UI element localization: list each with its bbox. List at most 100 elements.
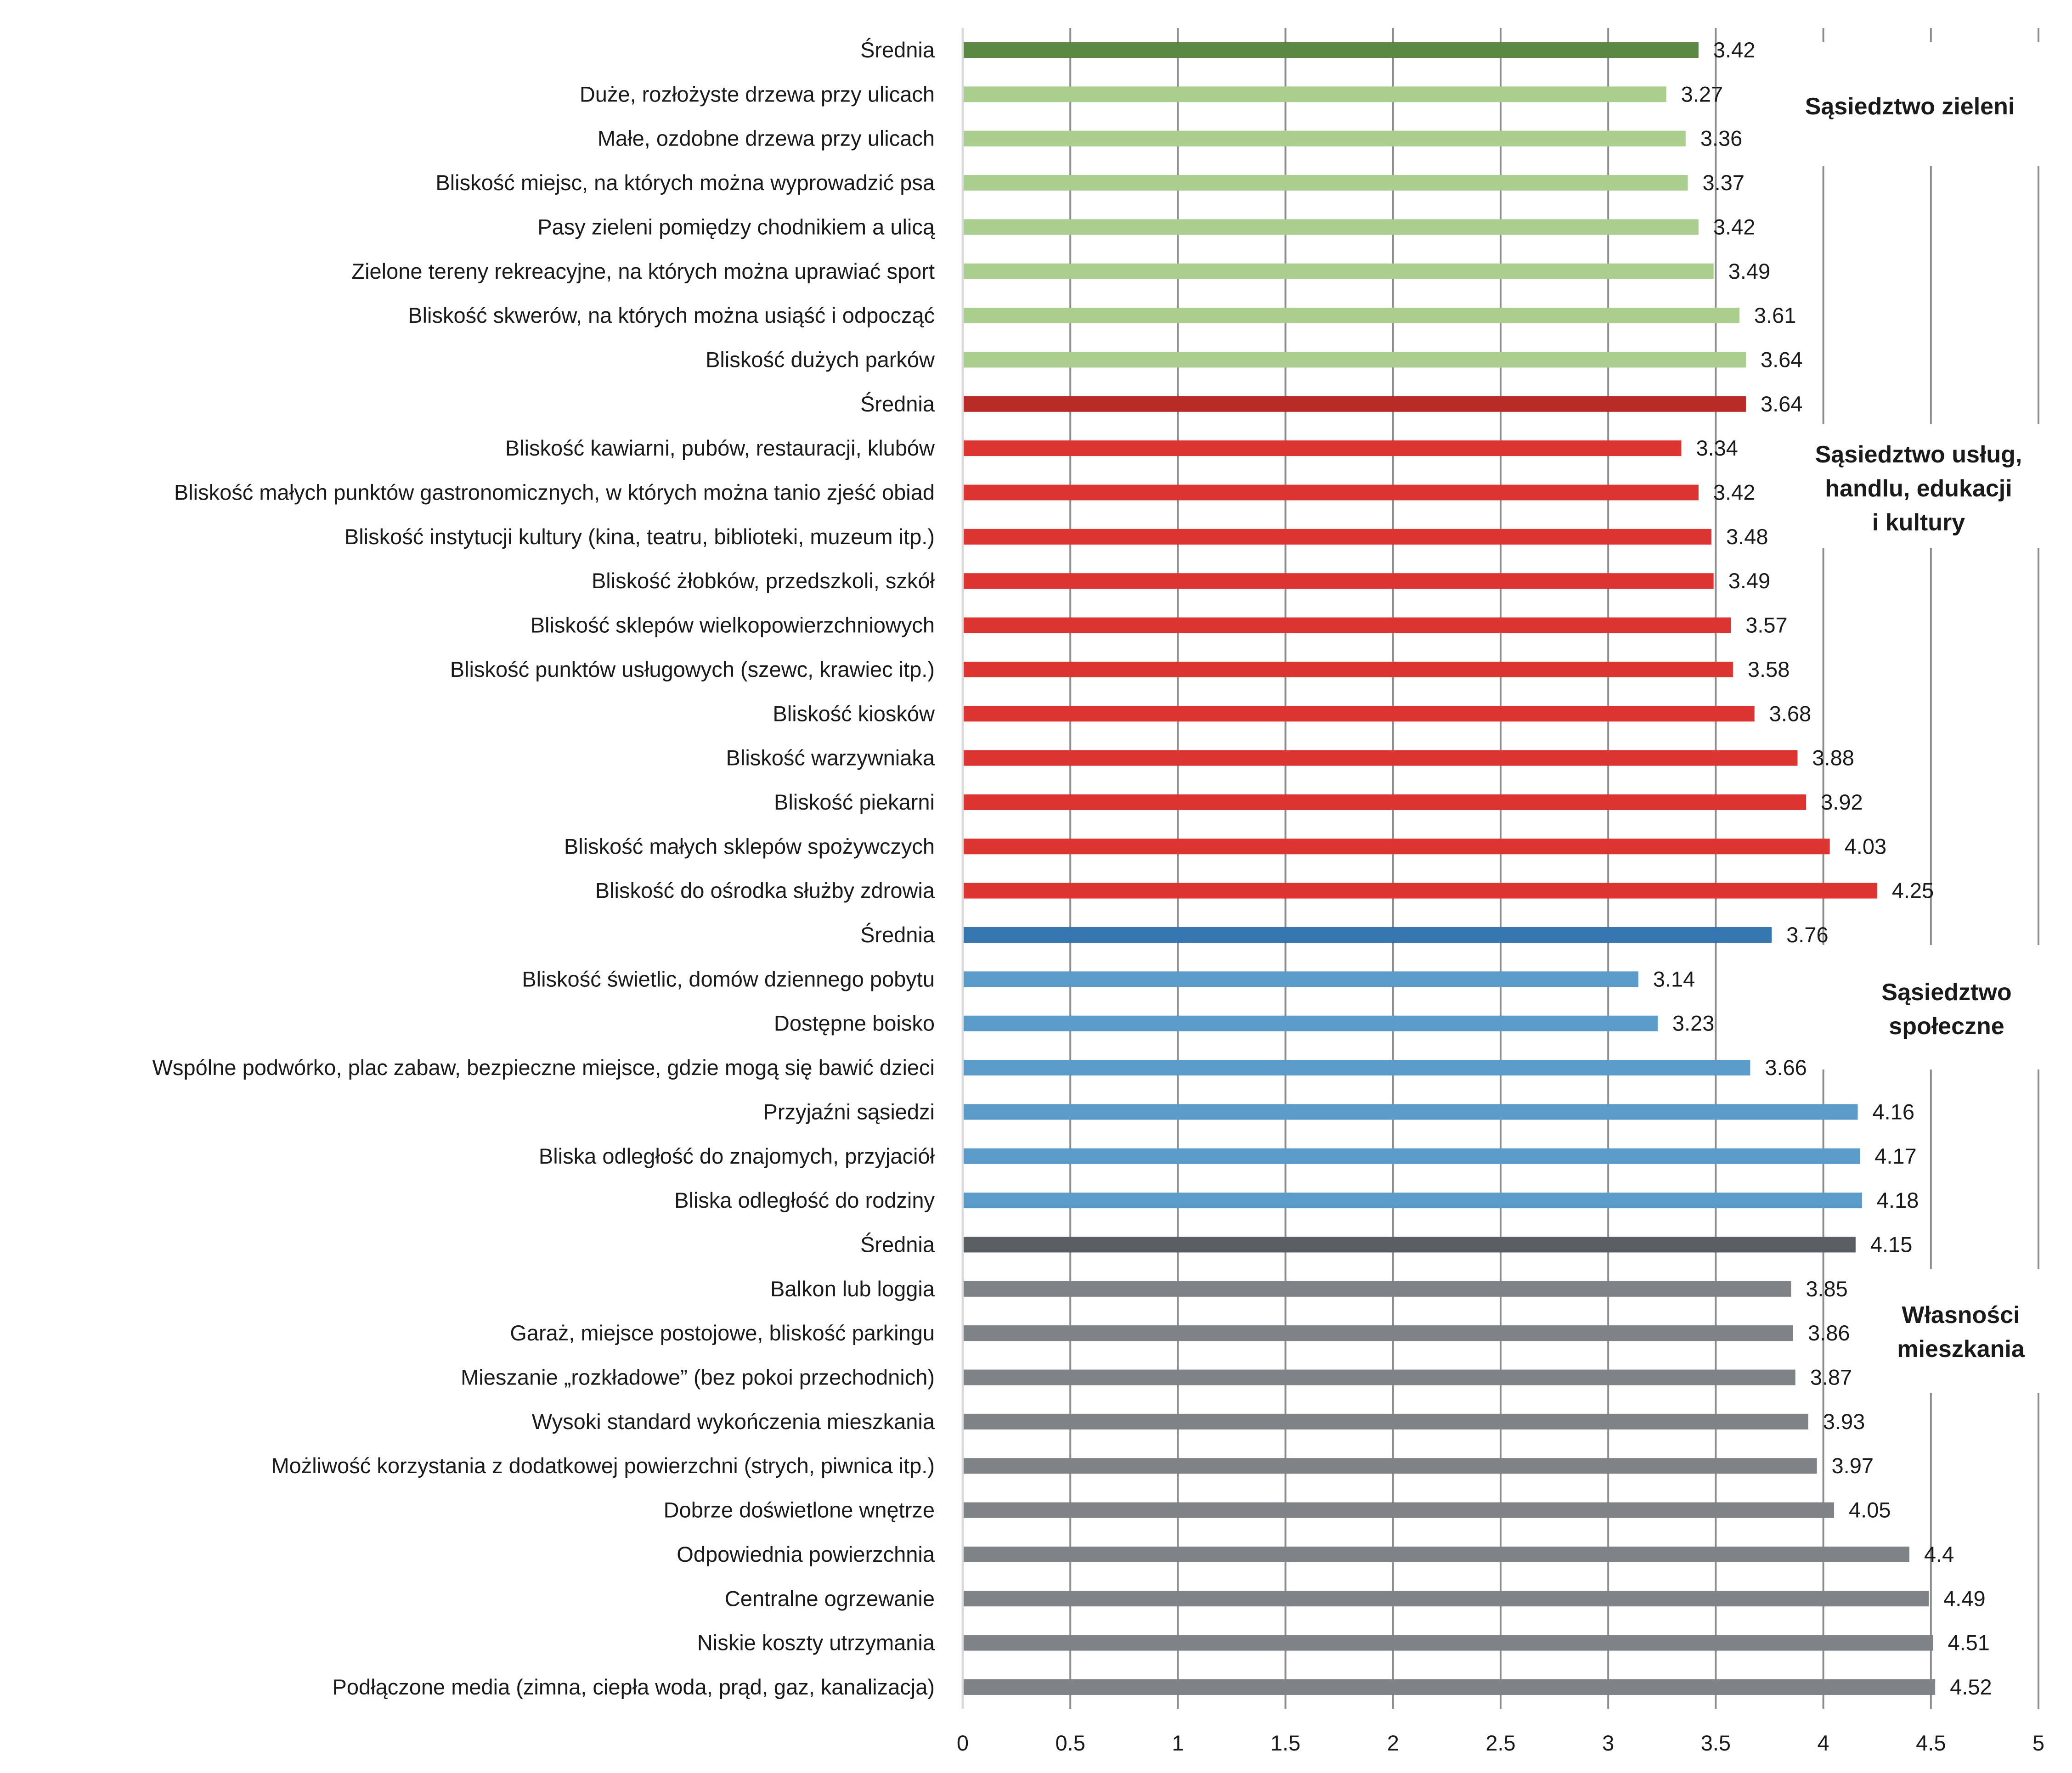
bar bbox=[964, 1679, 1936, 1695]
category-label: Centralne ogrzewanie bbox=[725, 1586, 935, 1610]
category-label: Bliskość miejsc, na których można wyprow… bbox=[435, 170, 935, 195]
category-label: Bliskość małych sklepów spożywczych bbox=[564, 834, 935, 858]
bar bbox=[964, 1015, 1658, 1031]
group-title: Sąsiedztwo usług, handlu, edukacji i kultu… bbox=[1815, 441, 2022, 536]
bar bbox=[964, 794, 1807, 810]
average-bar bbox=[964, 927, 1772, 943]
data-label: 4.16 bbox=[1873, 1099, 1914, 1124]
bar bbox=[964, 839, 1830, 855]
category-label: Dobrze doświetlone wnętrze bbox=[664, 1498, 935, 1522]
category-label: Wysoki standard wykończenia mieszkania bbox=[532, 1409, 935, 1434]
data-label: 3.68 bbox=[1769, 701, 1811, 726]
category-label: Odpowiednia powierzchnia bbox=[677, 1542, 935, 1566]
bar bbox=[964, 1325, 1794, 1341]
bar bbox=[964, 219, 1699, 235]
data-label: 3.57 bbox=[1745, 613, 1787, 637]
data-label: 3.36 bbox=[1700, 126, 1742, 151]
data-label: 4.51 bbox=[1948, 1631, 1989, 1655]
bars bbox=[964, 42, 1936, 1695]
data-label: 3.87 bbox=[1810, 1365, 1852, 1390]
bar bbox=[964, 706, 1755, 722]
category-label: Bliskość sklepów wielkopowierzchniowych bbox=[531, 613, 935, 637]
category-label: Możliwość korzystania z dodatkowej powie… bbox=[271, 1453, 935, 1478]
category-label: Bliskość żłobków, przedszkoli, szkół bbox=[592, 568, 935, 593]
bar bbox=[964, 175, 1688, 191]
bar bbox=[964, 1591, 1929, 1607]
average-label: Średnia bbox=[860, 38, 935, 62]
x-tick-label: 3 bbox=[1602, 1731, 1614, 1755]
category-label: Niskie koszty utrzymania bbox=[697, 1631, 935, 1655]
bar bbox=[964, 1193, 1862, 1209]
data-label: 3.64 bbox=[1761, 392, 1802, 416]
bar bbox=[964, 1060, 1750, 1076]
value-labels: 3.42 3.27 3.36 3.37 3.42 3.49 3.61 3.64 3.64 3.34… bbox=[1653, 38, 1992, 1699]
bar bbox=[964, 263, 1714, 279]
data-label: 3.49 bbox=[1728, 568, 1770, 593]
data-label: 3.27 bbox=[1681, 82, 1723, 106]
category-label: Bliska odległość do rodziny bbox=[674, 1188, 935, 1212]
data-label: 4.17 bbox=[1874, 1144, 1916, 1168]
bar bbox=[964, 352, 1746, 368]
x-tick-label: 2.5 bbox=[1485, 1731, 1515, 1755]
x-tick-label: 1.5 bbox=[1270, 1731, 1300, 1755]
data-label: 3.42 bbox=[1713, 480, 1755, 505]
data-label: 3.23 bbox=[1672, 1011, 1714, 1036]
data-label: 3.42 bbox=[1713, 38, 1755, 62]
data-label: 4.05 bbox=[1849, 1498, 1891, 1522]
bar bbox=[964, 1148, 1860, 1164]
group-titles: Sąsiedztwo zieleni Sąsiedztwo usług, handl… bbox=[1805, 93, 2025, 1362]
group-title-line: społeczne bbox=[1889, 1013, 2004, 1040]
data-label: 4.03 bbox=[1845, 834, 1886, 858]
category-label: Przyjaźni sąsiedzi bbox=[763, 1099, 935, 1124]
data-label: 3.97 bbox=[1832, 1453, 1874, 1478]
bar bbox=[964, 750, 1798, 766]
data-label: 3.42 bbox=[1713, 214, 1755, 239]
bar bbox=[964, 1104, 1858, 1120]
x-tick-label: 0 bbox=[957, 1731, 969, 1755]
bar bbox=[964, 883, 1877, 899]
bar bbox=[964, 1413, 1808, 1430]
category-label: Balkon lub loggia bbox=[770, 1277, 935, 1301]
data-label: 3.58 bbox=[1748, 657, 1790, 681]
bar bbox=[964, 1502, 1835, 1518]
group-title-line: Sąsiedztwo bbox=[1881, 979, 2011, 1006]
category-label: Bliskość kawiarni, pubów, restauracji, k… bbox=[505, 436, 935, 460]
category-label: Małe, ozdobne drzewa przy ulicach bbox=[598, 126, 935, 151]
x-tick-label: 4.5 bbox=[1916, 1731, 1946, 1755]
gridlines bbox=[961, 28, 2039, 1709]
data-label: 4.18 bbox=[1877, 1188, 1919, 1212]
bar bbox=[964, 308, 1739, 324]
category-label: Bliskość punktów usługowych (szewc, kraw… bbox=[450, 657, 935, 681]
category-label: Wspólne podwórko, plac zabaw, bezpieczne… bbox=[152, 1055, 935, 1080]
category-label: Bliskość instytucji kultury (kina, teatr… bbox=[344, 524, 935, 549]
x-tick-label: 0.5 bbox=[1056, 1731, 1085, 1755]
group-title: Sąsiedztwo społeczne bbox=[1881, 979, 2011, 1040]
x-tick-label: 1 bbox=[1172, 1731, 1184, 1755]
x-axis-tick-labels: 0 0.5 1 1.5 2 2.5 3 3.5 4 4.5 5 bbox=[957, 1731, 2044, 1755]
group-title-line: Własności bbox=[1902, 1302, 2020, 1328]
bar bbox=[964, 1458, 1817, 1474]
bar bbox=[964, 1281, 1791, 1297]
x-tick-label: 3.5 bbox=[1701, 1731, 1731, 1755]
data-label: 4.4 bbox=[1924, 1542, 1954, 1566]
group-title-line: handlu, edukacji bbox=[1825, 475, 2012, 502]
bar bbox=[964, 661, 1733, 677]
bar bbox=[964, 1546, 1909, 1562]
category-label: Podłączone media (zimna, ciepła woda, pr… bbox=[333, 1675, 935, 1699]
average-label: Średnia bbox=[860, 392, 935, 416]
data-label: 3.48 bbox=[1726, 524, 1768, 549]
data-label: 3.86 bbox=[1808, 1321, 1850, 1345]
data-label: 3.66 bbox=[1765, 1055, 1807, 1080]
bar bbox=[964, 617, 1731, 633]
data-label: 4.15 bbox=[1870, 1232, 1912, 1256]
average-bar bbox=[964, 1237, 1856, 1253]
data-label: 3.92 bbox=[1821, 790, 1863, 814]
x-tick-label: 5 bbox=[2032, 1731, 2044, 1755]
category-label: Duże, rozłożyste drzewa przy ulicach bbox=[580, 82, 935, 106]
group-title-line: mieszkania bbox=[1897, 1336, 2025, 1362]
data-label: 3.37 bbox=[1703, 170, 1745, 195]
data-label: 4.49 bbox=[1943, 1586, 1985, 1610]
bar bbox=[964, 529, 1712, 545]
bar bbox=[964, 971, 1638, 987]
category-label: Bliskość kiosków bbox=[773, 701, 935, 726]
